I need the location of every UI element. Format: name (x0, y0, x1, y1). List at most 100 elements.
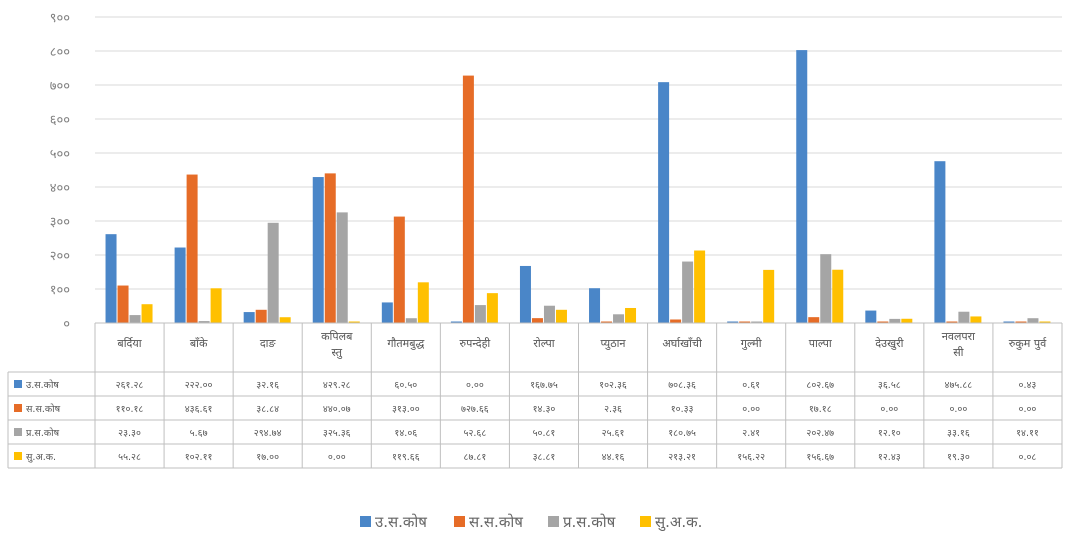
bar (694, 250, 706, 323)
bar (832, 269, 844, 323)
bar (105, 234, 117, 323)
data-label: ०.०० (1019, 404, 1037, 415)
bar (763, 269, 775, 323)
bar (279, 317, 291, 323)
data-label: १२.४३ (878, 452, 901, 463)
legend-label: प्र.स.कोष (563, 513, 616, 531)
bar (613, 314, 625, 323)
data-label: २३.३० (118, 428, 141, 439)
bar (958, 311, 970, 323)
data-label: १८०.७५ (668, 428, 696, 439)
data-label: ३८.८४ (256, 404, 279, 415)
legend-swatch (360, 516, 371, 527)
data-label: ०.०० (880, 404, 898, 415)
bar (255, 309, 267, 323)
data-label: १४.०६ (394, 428, 417, 439)
gridlines (95, 16, 1062, 290)
data-label: १९.३० (947, 452, 970, 463)
data-label: १०२.३६ (599, 380, 627, 391)
data-label: २०२.४७ (806, 428, 834, 439)
data-table: बर्दिया बाँके दाङ कपिलब स्तु गौतमबुद्ध रुपन्दे… (7, 323, 1063, 469)
data-label: ८७.८१ (464, 452, 487, 463)
category-label: बाँके (190, 337, 208, 350)
data-label: १४.११ (1016, 428, 1039, 439)
category-label: स्तु (331, 346, 343, 359)
data-label: १५६.२२ (737, 452, 765, 463)
bar (267, 222, 279, 323)
bar (519, 265, 531, 323)
row-series-label: प्र.स.कोष (26, 427, 60, 439)
bar (1003, 321, 1015, 323)
data-label: १०२.११ (185, 452, 213, 463)
data-label: १७.०० (256, 452, 279, 463)
bar (486, 293, 498, 323)
row-legend-swatch (14, 380, 22, 388)
legend-swatch (454, 516, 465, 527)
bar (186, 174, 198, 323)
bar (198, 321, 210, 323)
bars (95, 50, 1062, 324)
bar (312, 177, 324, 323)
category-label: रुपन्देही (460, 337, 491, 350)
data-label: ५५.२८ (118, 452, 141, 463)
data-label: २५.६१ (602, 428, 625, 439)
data-label: ०.०० (949, 404, 967, 415)
data-label: ६०.५० (394, 380, 417, 391)
data-label: ३२.१६ (256, 380, 279, 391)
y-axis: ० १०० २०० ३०० ४०० ५०० ६०० ७०० ८०० ९०० (50, 11, 70, 332)
row-series-label: उ.स.कोष (26, 379, 59, 391)
data-label: ४४०.०७ (323, 404, 351, 415)
data-label: ५२.६८ (464, 428, 487, 439)
category-label: नवलपरा (942, 330, 975, 343)
bar (889, 318, 901, 323)
bar (670, 319, 682, 323)
data-label: १४.३० (533, 404, 556, 415)
bar (1027, 318, 1039, 323)
data-label: १७.१८ (809, 404, 832, 415)
data-label: ३३.१६ (947, 428, 970, 439)
category-label: देउखुरी (875, 337, 903, 350)
category-label: बर्दिया (117, 337, 141, 350)
legend-label: उ.स.कोष (375, 513, 427, 531)
bar (820, 254, 832, 323)
bar (808, 317, 820, 323)
bar (1039, 321, 1051, 323)
y-tick-label: ३०० (50, 215, 70, 230)
row-series-label: स.स.कोष (26, 403, 61, 415)
data-label: ४७५.८८ (945, 380, 973, 391)
bar (450, 321, 462, 323)
bar (555, 309, 567, 323)
bar (117, 285, 129, 323)
data-label: ०.६१ (742, 380, 760, 391)
bar (243, 312, 255, 323)
data-label: २९४.७४ (254, 428, 282, 439)
data-label: २.३६ (604, 404, 622, 415)
bar (474, 305, 486, 323)
data-label: ०.०० (466, 380, 484, 391)
y-tick-label: ६०० (50, 113, 70, 128)
data-label: २.४१ (742, 428, 760, 439)
y-tick-label: ० (63, 317, 70, 332)
row-legend-swatch (14, 404, 22, 412)
category-label: गुल्मी (741, 337, 762, 350)
category-label: प्युठान (601, 337, 627, 350)
bar (417, 282, 429, 323)
row-series-label: सु.अ.क. (26, 452, 56, 463)
bar (727, 321, 739, 323)
bar (324, 173, 336, 323)
bar (543, 305, 555, 323)
bar (336, 212, 348, 323)
category-label: पाल्पा (809, 337, 832, 350)
row-legend-swatch (14, 452, 22, 460)
category-label: गौतमबुद्ध (387, 337, 424, 350)
bar (796, 50, 808, 324)
y-tick-label: ८०० (50, 45, 70, 60)
bar (462, 75, 474, 323)
bar (751, 321, 763, 323)
data-label: ०.०८ (1019, 452, 1037, 463)
bar (393, 216, 405, 323)
y-tick-label: १०० (50, 283, 70, 298)
data-label: ५.६७ (190, 428, 208, 439)
bar (934, 161, 946, 323)
bar (129, 315, 141, 323)
